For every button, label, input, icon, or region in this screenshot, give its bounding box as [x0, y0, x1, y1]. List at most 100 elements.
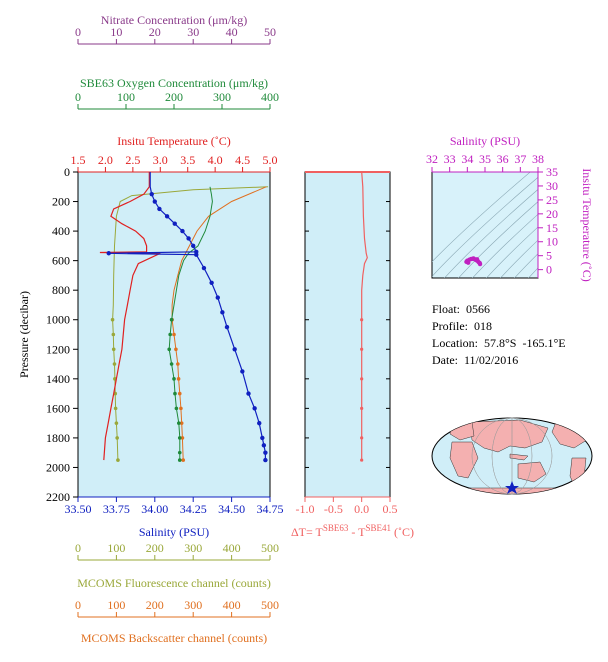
- pressure-axis-label: Pressure (decibar): [17, 291, 31, 378]
- salinity-line: [108, 172, 266, 461]
- ts-diagram-axes: 32 33 34 35 36 37 38 Salinity (PSU) 051015202530…: [426, 134, 608, 283]
- delta-t-point: [360, 377, 364, 381]
- ts-salinity-axis-label: Salinity (PSU): [450, 134, 520, 148]
- fluorescence-point: [113, 406, 118, 411]
- temperature-tick-label: 2.0: [98, 153, 113, 167]
- delta-t-plot-area: [304, 171, 391, 498]
- delta-t-axis-label: ΔT= TSBE63 - TSBE41 (˚C): [291, 523, 414, 539]
- ts-temperature-tick-label: 35: [546, 165, 558, 179]
- delta-t-point: [360, 436, 364, 440]
- ts-salinity-tick-label: 32: [426, 152, 438, 166]
- salinity-point: [180, 228, 185, 234]
- salinity-point: [201, 265, 207, 271]
- salinity-point: [209, 280, 214, 285]
- backscatter-point: [181, 458, 186, 462]
- backscatter-axis-label: MCOMS Backscatter channel (counts): [81, 631, 267, 645]
- delta-t-tick-label: 0.0: [354, 502, 369, 516]
- salinity-point: [240, 369, 245, 374]
- temperature-axis-label: Insitu Temperature (˚C): [117, 134, 231, 148]
- salinity-point: [232, 347, 237, 352]
- pressure-tick-label: 800: [52, 283, 70, 297]
- nitrate-tick-label: 0: [75, 25, 81, 39]
- oxygen-tick-label: 0: [75, 90, 81, 104]
- backscatter-tick-label: 500: [261, 598, 279, 612]
- delta-t-tick-label: 0.5: [383, 502, 398, 516]
- salinity-tick-label: 34.25: [180, 502, 207, 516]
- backscatter-point: [180, 436, 185, 440]
- ts-point: [466, 260, 471, 265]
- pressure-tick-label: 1000: [46, 313, 70, 327]
- ts-temperature-tick-label: 30: [546, 179, 558, 193]
- ts-temperature-axis-label: Insitu Temperature (˚C): [580, 168, 594, 282]
- temperature-line: [99, 172, 161, 461]
- oxygen-point: [172, 377, 176, 381]
- pressure-tick-label: 200: [52, 195, 70, 209]
- backscatter-point: [176, 362, 180, 366]
- salinity-point: [263, 450, 268, 455]
- ts-point: [476, 260, 482, 265]
- backscatter-point: [179, 421, 184, 425]
- salinity-point: [261, 443, 267, 448]
- backscatter-point: [177, 391, 182, 396]
- fluorescence-tick-label: 400: [223, 541, 241, 555]
- oxygen-point: [174, 406, 179, 411]
- fluorescence-tick-label: 0: [75, 541, 81, 555]
- map-landmass-greenland: [589, 418, 592, 425]
- salinity-point: [263, 457, 268, 463]
- density-contour: [472, 213, 538, 278]
- salinity-point: [194, 252, 199, 257]
- salinity-point: [224, 324, 230, 330]
- salinity-point: [106, 251, 111, 256]
- oxygen-point: [167, 347, 171, 352]
- delta-t-point: [360, 347, 364, 351]
- nitrate-tick-label: 10: [110, 25, 122, 39]
- delta-t-axes: -1.0 -0.5 0.0 0.5 ΔT= TSBE63 - TSBE41 (˚C): [291, 171, 414, 539]
- map-landmass-south-america: [569, 457, 587, 491]
- nitrate-tick-label: 40: [226, 25, 238, 39]
- density-contour: [432, 172, 531, 263]
- temperature-tick-label: 1.5: [71, 153, 86, 167]
- pressure-tick-label: 1400: [46, 372, 70, 386]
- density-contour: [528, 267, 538, 278]
- salinity-point: [257, 420, 262, 426]
- salinity-tick-label: 34.75: [257, 502, 284, 516]
- float-id: Float: 0566: [432, 302, 491, 316]
- pressure-tick-label: 0: [64, 165, 70, 179]
- temperature-tick-label: 3.5: [180, 153, 195, 167]
- nitrate-axis-label: Nitrate Concentration (μm/kg): [101, 13, 247, 27]
- oxygen-point: [169, 317, 174, 322]
- fluorescence-point: [111, 332, 116, 337]
- salinity-point: [220, 310, 225, 315]
- density-contour: [486, 226, 538, 278]
- ts-point: [471, 256, 476, 261]
- salinity-point: [246, 391, 251, 396]
- world-map: [431, 417, 593, 495]
- pressure-tick-label: 400: [52, 224, 70, 238]
- location: Location: 57.8°S -165.1°E: [432, 336, 566, 350]
- pressure-tick-label: 2000: [46, 460, 70, 474]
- ts-temperature-tick-label: 5: [546, 249, 552, 263]
- oxygen-axis-label: SBE63 Oxygen Concentration (μm/kg): [80, 76, 268, 90]
- density-contour: [552, 162, 608, 283]
- salinity-point: [152, 199, 157, 204]
- backscatter-point: [176, 377, 181, 381]
- density-contour: [458, 201, 538, 278]
- ts-density-contours: [432, 162, 608, 283]
- fluorescence-point: [111, 347, 116, 352]
- backscatter-tick-label: 100: [107, 598, 125, 612]
- backscatter-point: [172, 332, 176, 337]
- ts-temperature-tick-label: 10: [546, 235, 558, 249]
- density-contour: [500, 239, 538, 278]
- map-landmass-australia: [517, 461, 547, 483]
- salinity-point: [157, 206, 162, 212]
- oxygen-point: [177, 458, 182, 462]
- map-graticule: [471, 417, 553, 495]
- salinity-point: [186, 236, 191, 241]
- backscatter-tick-label: 300: [184, 598, 202, 612]
- main-axes: 0 10 20 30 40 50 Nitrate Concentration (μm/kg)…: [17, 13, 284, 645]
- fluorescence-tick-label: 500: [261, 541, 279, 555]
- oxygen-point: [168, 332, 172, 337]
- oxygen-point: [173, 391, 177, 396]
- ts-salinity-tick-label: 34: [461, 152, 473, 166]
- delta-t-tick-label: -0.5: [324, 502, 343, 516]
